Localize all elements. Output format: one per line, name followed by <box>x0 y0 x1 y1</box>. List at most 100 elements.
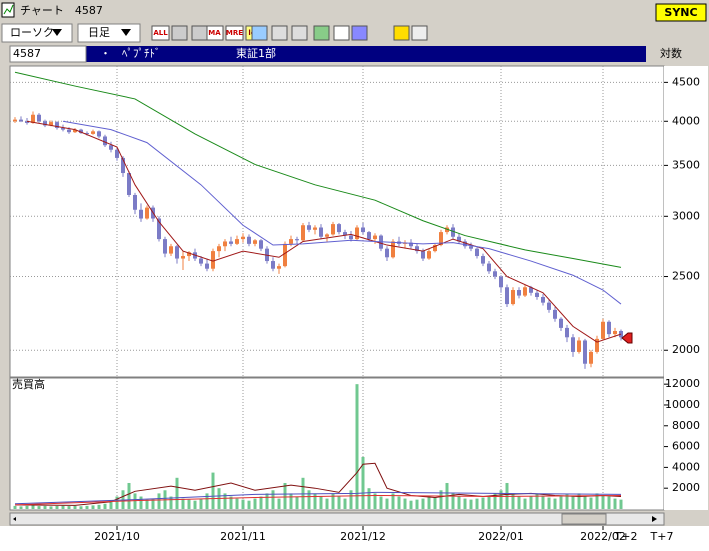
candle-body <box>211 251 215 269</box>
volume-bar <box>115 496 119 509</box>
scroll-left[interactable] <box>13 517 16 521</box>
candle-body <box>157 218 161 240</box>
candle-body <box>529 287 533 293</box>
candle-body <box>499 276 503 288</box>
stock-name: ・ ﾍﾟﾌﾟﾁﾄﾞ <box>100 47 161 60</box>
candle-body <box>169 246 173 254</box>
y-tick-label: 4500 <box>672 75 700 88</box>
candle-body <box>97 131 101 137</box>
toolbar-icon[interactable] <box>333 25 350 41</box>
volume-bar <box>379 496 383 509</box>
volume-panel <box>9 377 665 511</box>
toolbar-icon-label: MRE <box>226 29 243 37</box>
toolbar-icon[interactable] <box>225 25 244 41</box>
candle-body <box>361 227 365 233</box>
scroll-right[interactable] <box>652 516 657 522</box>
volume-bar <box>439 490 443 509</box>
toolbar-icon[interactable] <box>313 25 330 41</box>
volume-bar <box>397 496 401 509</box>
volume-bar <box>529 496 533 509</box>
period-label[interactable]: 日足 <box>88 26 110 39</box>
volume-bar <box>601 495 605 509</box>
toolbar-icon[interactable] <box>291 25 308 41</box>
volume-bar <box>127 482 131 509</box>
candle-body <box>463 241 467 247</box>
candle-body <box>373 235 377 240</box>
volume-bar <box>469 499 473 509</box>
scroll-thumb[interactable] <box>561 513 607 525</box>
toolbar-icon[interactable] <box>393 25 410 41</box>
volume-bar <box>169 496 173 509</box>
volume-bar <box>577 493 581 509</box>
candle-body <box>199 258 203 264</box>
volume-label: 売買高 <box>12 377 45 391</box>
axis-area <box>664 66 708 510</box>
candle-body <box>139 209 143 219</box>
volume-bar <box>373 493 377 509</box>
toolbar-icon[interactable] <box>351 25 368 41</box>
candle-body <box>181 256 185 259</box>
volume-bar <box>511 493 515 509</box>
candle-body <box>13 119 17 122</box>
volume-bar <box>355 384 359 509</box>
volume-bar <box>271 490 275 509</box>
toolbar-icon[interactable] <box>251 25 268 41</box>
volume-bar <box>181 498 185 509</box>
volume-bar <box>565 494 569 509</box>
volume-bar <box>421 498 425 509</box>
y-tick-label: 2000 <box>672 481 700 494</box>
toolbar-icon[interactable] <box>151 25 170 41</box>
volume-bar <box>43 505 47 509</box>
candle-body <box>553 309 557 319</box>
y-tick-label: 8000 <box>672 419 700 432</box>
sync-button[interactable] <box>655 3 707 22</box>
moving-average <box>14 491 622 505</box>
volume-bar <box>301 477 305 509</box>
candle-body <box>289 239 293 244</box>
volume-bar <box>613 498 617 509</box>
volume-bar <box>487 496 491 509</box>
candle-body <box>385 248 389 258</box>
scale-mode[interactable]: 対数 <box>660 46 682 60</box>
candle-body <box>25 121 29 123</box>
candle-body <box>163 239 167 254</box>
volume-bar <box>607 496 611 509</box>
candle-body <box>451 227 455 237</box>
toolbar-icon[interactable] <box>171 25 188 41</box>
candle-body <box>121 157 125 174</box>
sync-label[interactable]: SYNC <box>664 6 697 19</box>
candle-body <box>409 242 413 247</box>
volume-bar <box>499 490 503 509</box>
volume-bar <box>493 493 497 509</box>
candle-body <box>133 194 137 210</box>
candle-body <box>253 240 257 244</box>
app-icon-graph <box>3 4 14 15</box>
volume-bar <box>307 490 311 509</box>
volume-bar <box>361 456 365 509</box>
candle-body <box>187 252 191 257</box>
candle-body <box>127 173 131 195</box>
candle-body <box>511 290 515 305</box>
y-tick-label: 3500 <box>672 158 700 171</box>
candle-body <box>103 136 107 146</box>
volume-bar <box>343 498 347 509</box>
chart-kind-label[interactable]: ローソク <box>10 26 54 39</box>
volume-bar <box>349 490 353 509</box>
x-tick-label: 2021/11 <box>220 530 266 543</box>
candle-body <box>301 225 305 241</box>
y-tick-label: 4000 <box>672 460 700 473</box>
candle-body <box>391 241 395 258</box>
toolbar-icon-label: ALL <box>153 29 168 37</box>
scrollbar[interactable] <box>9 512 665 526</box>
toolbar-icon[interactable] <box>191 25 208 41</box>
volume-bar <box>205 493 209 509</box>
toolbar-icon[interactable] <box>411 25 428 41</box>
volume-bar <box>475 498 479 509</box>
volume-bar <box>25 505 29 509</box>
volume-bar <box>289 493 293 509</box>
volume-bar <box>457 496 461 509</box>
chart-kind-select[interactable] <box>1 23 73 43</box>
toolbar-icon[interactable] <box>271 25 288 41</box>
period-select[interactable] <box>77 23 141 43</box>
